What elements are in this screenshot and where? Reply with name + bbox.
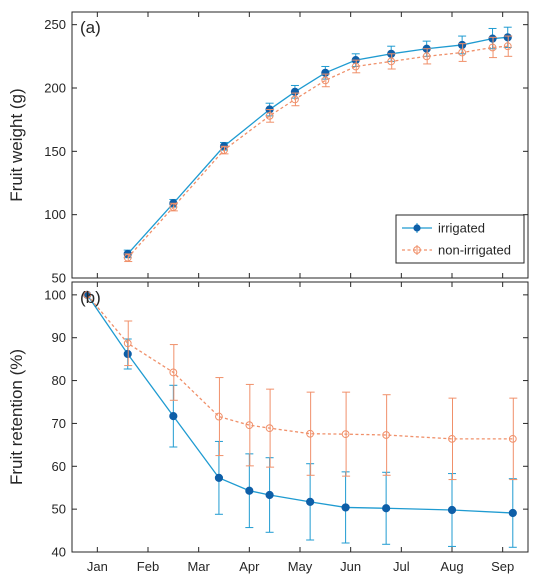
non-irrigated-point	[220, 146, 228, 154]
irrigated-point	[169, 412, 178, 421]
non-irrigated-error-bar	[306, 391, 315, 476]
legend-non-irrigated-label: non-irrigated	[438, 243, 511, 258]
panel-b-label: (b)	[80, 288, 101, 307]
legend-irrigated-label: irrigated	[438, 221, 485, 236]
x-tick-label: Mar	[187, 559, 210, 574]
non-irrigated-point	[83, 290, 92, 299]
legend-non-irrigated-symbol	[402, 245, 432, 255]
y-tick-label: 90	[52, 330, 66, 345]
panel-b-frame	[71, 281, 529, 553]
irrigated-line	[86, 294, 513, 514]
non-irrigated-error-bar	[266, 109, 275, 123]
non-irrigated-point	[169, 203, 178, 211]
non-irrigated-point	[169, 368, 178, 377]
non-irrigated-point	[321, 76, 330, 85]
non-irrigated-point	[215, 412, 223, 421]
irrigated-point	[382, 504, 391, 513]
non-irrigated-point	[291, 95, 299, 104]
non-irrigated-point	[123, 339, 132, 348]
non-irrigated-point	[265, 424, 274, 433]
non-irrigated-point	[422, 52, 431, 61]
irrigated-point	[214, 473, 224, 482]
legend-irrigated-symbol	[402, 223, 432, 233]
x-tick-label: Apr	[239, 559, 260, 574]
panel-b-x-ticks: Jan Feb Mar Apr May Jun Jul Aug Sep	[87, 12, 514, 574]
non-irrigated-point	[508, 434, 517, 443]
non-irrigated-point	[488, 43, 497, 52]
x-tick-label: Feb	[137, 559, 159, 574]
non-irrigated-error-bar	[423, 48, 432, 65]
irrigated-point	[447, 505, 457, 515]
non-irrigated-error-bar	[504, 35, 513, 57]
non-irrigated-error-bar	[245, 383, 254, 467]
non-irrigated-point	[351, 62, 360, 71]
non-irrigated-error-bar	[124, 320, 133, 367]
irrigated-point	[341, 503, 350, 512]
non-irrigated-point	[245, 421, 254, 430]
non-irrigated-line	[127, 45, 508, 259]
x-tick-label: Aug	[440, 559, 463, 574]
y-tick-label: 50	[52, 502, 66, 517]
y-tick-label: 50	[52, 271, 66, 286]
y-tick-label: 40	[52, 545, 66, 560]
non-irrigated-point	[341, 430, 350, 439]
x-tick-label: Jun	[340, 559, 361, 574]
irrigated-point	[123, 349, 132, 359]
x-tick-label: Jan	[87, 559, 108, 574]
irrigated-line	[127, 36, 508, 255]
y-tick-label: 200	[44, 81, 66, 96]
irrigated-point	[508, 508, 517, 518]
non-irrigated-point	[306, 429, 315, 438]
irrigated-point	[245, 486, 254, 495]
non-irrigated-point	[503, 42, 512, 51]
non-irrigated-error-bar	[448, 397, 457, 481]
legend-non-irrigated-marker	[413, 246, 421, 254]
y-tick-label: 100	[44, 287, 66, 302]
y-tick-label: 70	[52, 416, 66, 431]
panel-b-y-axis-label: Fruit retention (%)	[7, 349, 26, 485]
non-irrigated-point	[123, 253, 132, 262]
irrigated-point	[265, 490, 274, 500]
y-tick-label: 250	[44, 17, 66, 32]
non-irrigated-point	[458, 48, 467, 57]
non-irrigated-line	[86, 294, 513, 440]
non-irrigated-error-bar	[489, 36, 498, 59]
panel-b: 40 50 60 70 80 90 100 Jan Feb Mar Apr May Jun Jul Aug…	[7, 12, 529, 574]
irrigated-point	[306, 497, 315, 506]
x-tick-label: May	[288, 559, 313, 574]
y-tick-label: 100	[44, 207, 66, 222]
non-irrigated-error-bar	[352, 59, 361, 74]
legend-irrigated-marker	[413, 224, 421, 232]
panel-b-series	[83, 290, 518, 548]
non-irrigated-point	[387, 57, 396, 66]
non-irrigated-error-bar	[509, 397, 518, 481]
panel-b-y-ticks: 40 50 60 70 80 90 100	[44, 287, 528, 560]
y-tick-label: 150	[44, 144, 66, 159]
panel-a-series	[123, 26, 513, 263]
x-tick-label: Jul	[393, 559, 410, 574]
non-irrigated-point	[448, 434, 456, 443]
non-irrigated-point	[382, 431, 391, 439]
non-irrigated-point	[265, 111, 274, 120]
non-irrigated-error-bar	[215, 377, 224, 457]
non-irrigated-error-bar	[321, 73, 330, 88]
panel-a: 50 100 150 200 250 (a) Fruit weight (g) irri…	[7, 11, 529, 286]
panel-a-y-axis-label: Fruit weight (g)	[7, 88, 26, 201]
non-irrigated-error-bar	[382, 394, 391, 476]
panel-a-y-ticks: 50 100 150 200 250	[44, 17, 528, 286]
y-tick-label: 60	[52, 459, 66, 474]
x-tick-label: Sep	[491, 559, 514, 574]
legend: irrigated non-irrigated	[395, 214, 525, 264]
panel-a-label: (a)	[80, 18, 101, 37]
y-tick-label: 80	[52, 373, 66, 388]
